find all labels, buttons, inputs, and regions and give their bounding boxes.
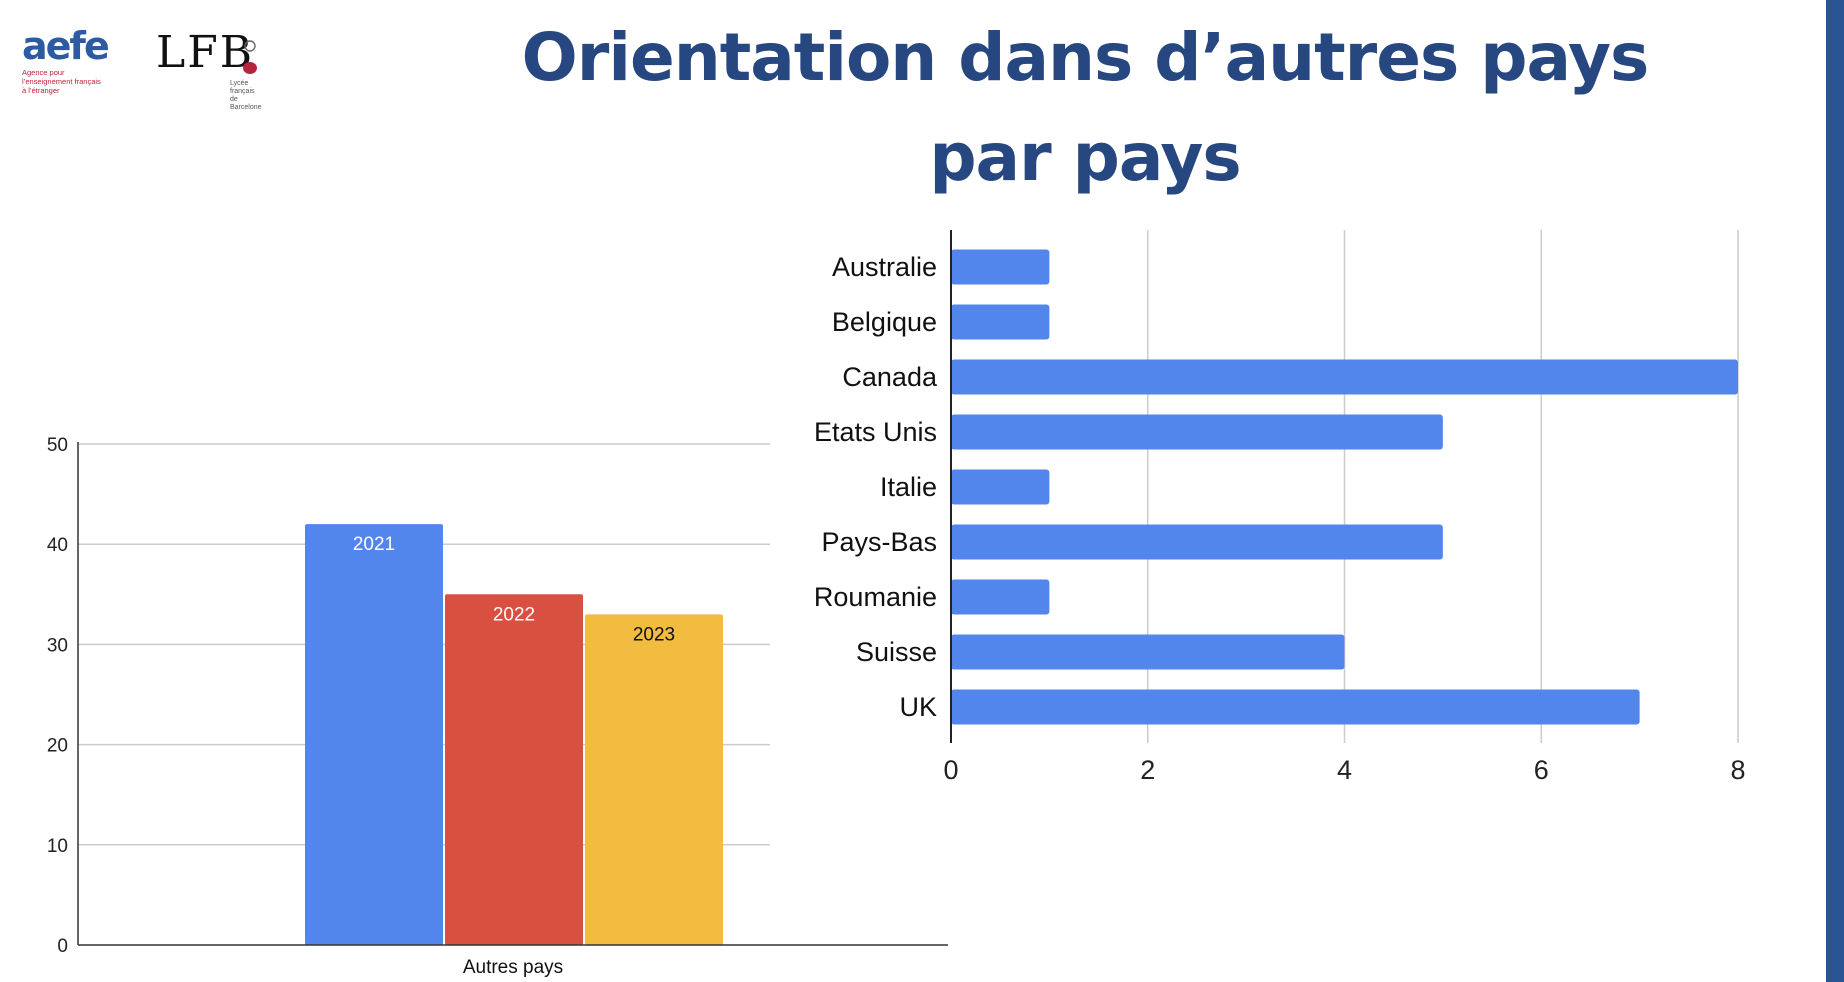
category-label-suisse: Suisse <box>856 637 937 667</box>
lfb-logo: LFB Lycée français de Barcelone <box>156 27 266 112</box>
x-tick-label-4: 4 <box>1337 755 1352 785</box>
bar-label-2023: 2023 <box>633 624 675 645</box>
y-tick-label-50: 50 <box>47 435 68 456</box>
page-title-line-2: par pays <box>929 119 1241 196</box>
y-tick-label-40: 40 <box>47 535 68 556</box>
right-edge-stripe <box>1826 0 1844 982</box>
x-tick-label-8: 8 <box>1730 755 1745 785</box>
bar-label-2021: 2021 <box>353 534 395 555</box>
x-tick-label-0: 0 <box>943 755 958 785</box>
bar-2022 <box>445 594 583 945</box>
chart-autres-pays-by-year: 0 10 20 30 40 50 2021 2022 2023 Autres pays <box>47 435 948 978</box>
x-tick-label-2: 2 <box>1140 755 1155 785</box>
x-tick-label-6: 6 <box>1534 755 1549 785</box>
y-tick-label-30: 30 <box>47 635 68 656</box>
bar-uk <box>951 689 1640 725</box>
bar-pays-bas <box>951 524 1443 560</box>
lfb-figure-icon <box>243 40 257 74</box>
lfb-logo-tagline: Lycée français de Barcelone <box>230 80 262 111</box>
category-label-roumanie: Roumanie <box>814 582 937 612</box>
category-label-uk: UK <box>899 692 937 722</box>
bar-2023 <box>585 614 723 945</box>
x-category-label: Autres pays <box>463 957 563 978</box>
bar-australie <box>951 249 1050 285</box>
y-tick-label-20: 20 <box>47 736 68 757</box>
aefe-logo: aefe Agence pour l’enseignement français… <box>22 26 132 95</box>
y-tick-label-0: 0 <box>57 936 68 957</box>
y-tick-label-10: 10 <box>47 836 68 857</box>
lfb-logo-text: LFB <box>156 27 255 78</box>
bar-suisse <box>951 634 1345 670</box>
category-label-australie: Australie <box>832 252 937 282</box>
category-label-pays-bas: Pays-Bas <box>821 527 937 557</box>
bar-etats-unis <box>951 414 1443 450</box>
page-title-line-1: Orientation dans d’autres pays <box>521 19 1650 96</box>
bar-2021 <box>305 524 443 945</box>
aefe-logo-tagline: Agence pour l’enseignement français à l’… <box>22 68 101 95</box>
category-label-canada: Canada <box>842 362 938 392</box>
aefe-logo-text: aefe <box>22 24 110 68</box>
category-label-etats-unis: Etats Unis <box>814 417 937 447</box>
category-label-italie: Italie <box>880 472 937 502</box>
bar-label-2022: 2022 <box>493 604 535 625</box>
bar-canada <box>951 359 1738 395</box>
chart-orientation-by-country: 0 2 4 6 8 Australie Belgique Canada Etats Unis It… <box>814 230 1746 785</box>
category-label-belgique: Belgique <box>832 307 937 337</box>
bar-belgique <box>951 304 1050 340</box>
page-title: Orientation dans d’autres pays par pays <box>460 8 1710 208</box>
bar-italie <box>951 469 1050 505</box>
bar-roumanie <box>951 579 1050 615</box>
